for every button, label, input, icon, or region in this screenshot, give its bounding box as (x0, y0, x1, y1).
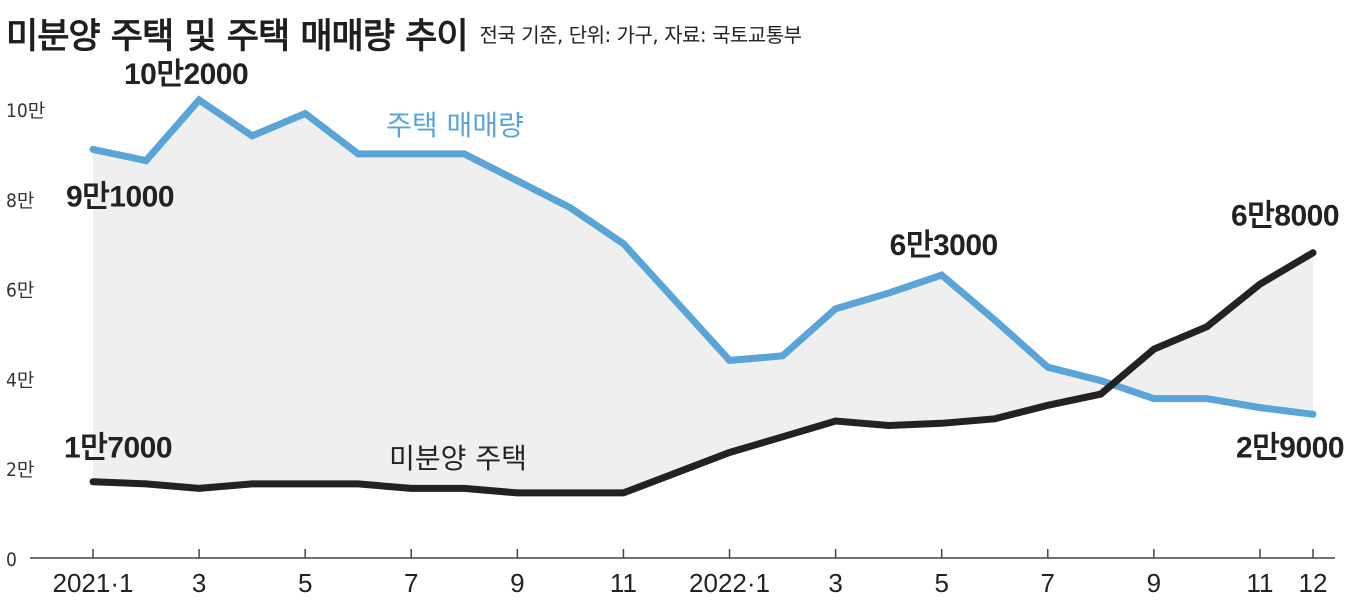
x-tick-label: 11 (1246, 568, 1273, 598)
area-fill (93, 100, 1313, 493)
series-lines (89, 95, 1317, 497)
chart-subtitle: 전국 기준, 단위: 가구, 자료: 국토교통부 (479, 23, 802, 47)
y-tick-label: 2만 (6, 459, 34, 481)
y-tick-label: 6만 (6, 280, 34, 302)
y-tick-label: 4만 (6, 369, 34, 391)
data-label: 2만9000 (1236, 431, 1344, 464)
x-tick-label: 12 (1299, 568, 1328, 598)
x-tick-label: 7 (1041, 568, 1055, 598)
series-label-unsold: 미분양 주택 (389, 442, 527, 475)
y-tick-label: 10만 (6, 100, 45, 122)
x-tick-label: 11 (610, 568, 637, 598)
x-tick-label: 9 (510, 568, 524, 598)
chart-title: 미분양 주택 및 주택 매매량 추이 (6, 17, 469, 57)
y-tick-label: 0 (6, 549, 17, 571)
x-tick-label: 3 (192, 568, 206, 598)
title-row: 미분양 주택 및 주택 매매량 추이 전국 기준, 단위: 가구, 자료: 국토교… (6, 8, 802, 64)
series-label-sales: 주택 매매량 (386, 109, 524, 142)
x-tick-label: 5 (298, 568, 312, 598)
axes: 0 2만 4만 6만 8만 10만 2021·1 3 5 7 9 11 2022·1 3 5 7 9 11 12 (6, 100, 1335, 598)
data-label: 1만7000 (64, 432, 172, 465)
x-tick-label: 2021·1 (53, 568, 134, 598)
x-tick-label: 5 (934, 568, 948, 598)
x-tick-label: 2022·1 (689, 568, 770, 598)
data-label: 9만1000 (66, 180, 174, 213)
x-tick-label: 7 (404, 568, 418, 598)
data-label: 6만8000 (1231, 200, 1339, 233)
x-tick-label: 3 (828, 568, 842, 598)
x-tick-label: 9 (1147, 568, 1161, 598)
data-label: 6만3000 (890, 229, 998, 262)
unsold-line (89, 249, 1317, 497)
data-label: 10만2000 (124, 58, 248, 91)
area-between-series (93, 100, 1313, 493)
y-tick-label: 8만 (6, 190, 34, 212)
